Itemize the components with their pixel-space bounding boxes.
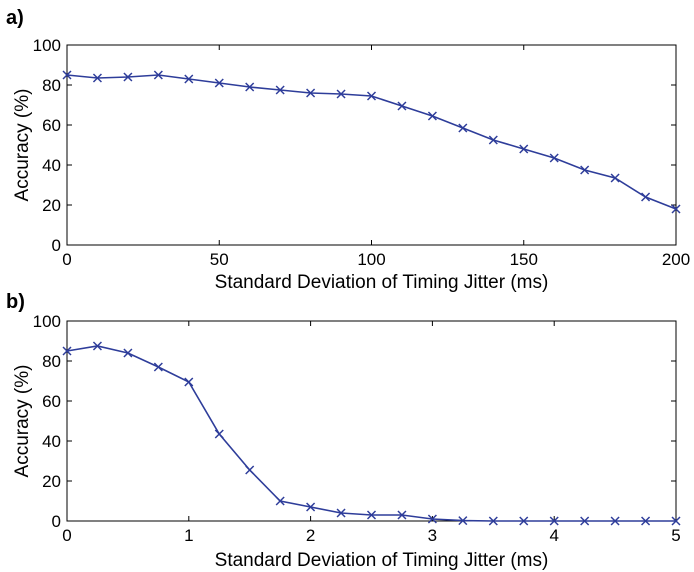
panel-b-data-point	[671, 516, 681, 526]
panel-b-data-point	[366, 510, 377, 520]
panel-a-data-point	[519, 144, 529, 154]
panel-b-y-tick-label: 0	[52, 512, 61, 531]
panel-a-data-point	[153, 70, 163, 80]
panel-b-data-point	[641, 516, 651, 526]
panel-a-x-tick-label: 200	[662, 250, 690, 269]
panel-b-data-point	[275, 496, 285, 506]
panel-b: b) Standard Deviation of Timing Jitter (…	[6, 291, 681, 571]
panel-a-data-point	[366, 91, 377, 101]
panel-b-data-point	[153, 362, 163, 372]
panel-b-data-point	[62, 346, 72, 356]
panel-a-y-axis-label: Accuracy (%)	[12, 89, 33, 202]
panel-a-data-point	[641, 192, 651, 202]
panel-a-data-point	[123, 72, 133, 82]
panel-a-data-point	[336, 89, 346, 99]
panel-a-y-tick-label: 20	[42, 196, 61, 215]
panel-b-x-tick-label: 2	[306, 526, 315, 545]
panel-a-data-point	[458, 123, 468, 133]
panel-b-data-point	[458, 516, 468, 526]
panel-a-data-point	[610, 173, 620, 183]
panel-a-label: a)	[6, 7, 24, 29]
panel-b-y-tick-label: 40	[42, 432, 61, 451]
panel-a-x-tick-label: 50	[210, 250, 229, 269]
panel-b-y-tick-label: 80	[42, 352, 61, 371]
panel-a-x-tick-label: 0	[62, 250, 71, 269]
panel-b-data-point	[397, 510, 407, 520]
panel-a-data-point	[275, 85, 285, 95]
panel-a-data-point	[397, 101, 407, 111]
panel-b-y-axis-label: Accuracy (%)	[12, 365, 33, 478]
panel-b-data-point	[336, 508, 346, 518]
panel-a-data-point	[488, 135, 498, 145]
panel-b-x-tick-label: 5	[671, 526, 680, 545]
panel-a: a) Standard Deviation of Timing Jitter (…	[6, 7, 690, 293]
panel-a-y-tick-label: 0	[52, 236, 61, 255]
panel-b-data-point	[214, 429, 224, 439]
panel-b-plot-frame	[66, 320, 677, 522]
panel-b-data-point	[488, 516, 498, 526]
panel-a-data-point	[214, 78, 224, 88]
panel-a-x-tick-label: 100	[357, 250, 385, 269]
panel-b-x-axis-label: Standard Deviation of Timing Jitter (ms)	[215, 550, 549, 571]
panel-a-data-point	[306, 88, 316, 98]
panel-a-data-point	[245, 82, 255, 92]
panel-b-x-tick-label: 4	[549, 526, 558, 545]
panel-b-data-point	[184, 377, 194, 387]
panel-a-data-point	[671, 204, 681, 214]
panel-a-x-axis-label: Standard Deviation of Timing Jitter (ms)	[215, 272, 549, 293]
panel-b-x-tick-label: 0	[62, 526, 71, 545]
panel-b-data-point	[580, 516, 590, 526]
panel-b-label: b)	[6, 291, 25, 313]
panel-b-data-point	[610, 516, 620, 526]
panel-b-data-point	[245, 465, 255, 475]
panel-a-y-tick-label: 80	[42, 76, 61, 95]
panel-a-data-point	[427, 111, 437, 121]
panel-b-data-point	[427, 514, 437, 524]
panel-b-y-tick-label: 100	[33, 312, 61, 331]
panel-a-y-tick-label: 100	[33, 36, 61, 55]
panel-b-data-point	[549, 516, 559, 526]
panel-b-data-point	[123, 348, 133, 358]
panel-a-data-point	[549, 153, 559, 163]
panel-b-x-tick-label: 3	[428, 526, 437, 545]
panel-a-data-point	[62, 70, 72, 80]
panel-b-series-line	[66, 345, 676, 522]
panel-b-data-point	[306, 502, 316, 512]
panel-a-x-tick-label: 150	[510, 250, 538, 269]
panel-b-x-tick-label: 1	[184, 526, 193, 545]
panel-b-y-tick-label: 20	[42, 472, 61, 491]
panel-b-y-tick-label: 60	[42, 392, 61, 411]
panel-b-data-point	[519, 516, 529, 526]
panel-b-data-point	[92, 341, 102, 351]
panel-a-y-tick-label: 60	[42, 116, 61, 135]
panel-a-y-tick-label: 40	[42, 156, 61, 175]
panel-a-data-point	[92, 73, 102, 83]
panel-a-data-point	[184, 74, 194, 84]
panel-a-data-point	[580, 165, 590, 175]
